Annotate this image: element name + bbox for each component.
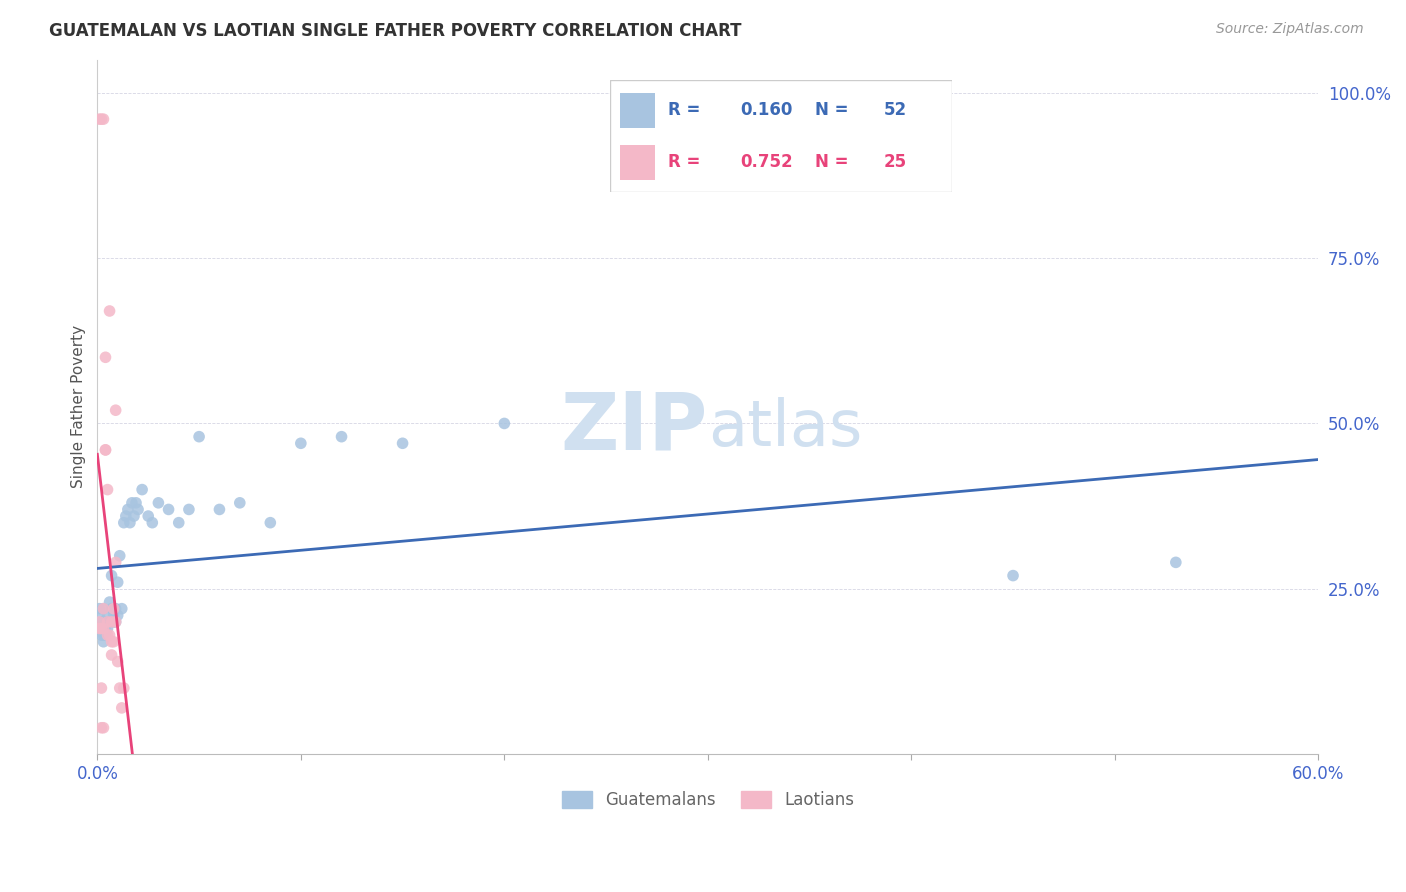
Point bbox=[90, 622, 112, 636]
Point bbox=[94, 628, 117, 642]
Legend: Guatemalans, Laotians: Guatemalans, Laotians bbox=[555, 784, 860, 815]
Point bbox=[100, 648, 122, 662]
Point bbox=[96, 608, 118, 623]
Point bbox=[290, 436, 312, 450]
Point bbox=[93, 721, 115, 735]
Point bbox=[93, 622, 115, 636]
Point bbox=[94, 351, 117, 365]
Point bbox=[89, 601, 111, 615]
Point bbox=[103, 615, 125, 629]
Point bbox=[118, 516, 141, 530]
Point bbox=[122, 509, 145, 524]
Point bbox=[93, 628, 115, 642]
Point bbox=[100, 615, 122, 629]
Point bbox=[94, 442, 117, 457]
Point bbox=[131, 483, 153, 497]
Point bbox=[167, 516, 190, 530]
Point bbox=[89, 112, 111, 127]
Point bbox=[103, 601, 125, 615]
Point bbox=[98, 304, 121, 318]
Point bbox=[93, 601, 115, 615]
Point bbox=[127, 502, 149, 516]
Point bbox=[107, 575, 129, 590]
Point bbox=[108, 681, 131, 695]
Point bbox=[93, 615, 115, 629]
Point bbox=[90, 615, 112, 629]
Point bbox=[136, 509, 159, 524]
Point bbox=[96, 622, 118, 636]
Point bbox=[93, 601, 115, 615]
Point bbox=[391, 436, 413, 450]
Point bbox=[104, 403, 127, 417]
Point bbox=[89, 615, 111, 629]
Text: Source: ZipAtlas.com: Source: ZipAtlas.com bbox=[1216, 22, 1364, 37]
Point bbox=[115, 509, 138, 524]
Point bbox=[100, 601, 122, 615]
Point bbox=[330, 430, 353, 444]
Point bbox=[89, 622, 111, 636]
Point bbox=[148, 496, 170, 510]
Point bbox=[259, 516, 281, 530]
Point bbox=[1164, 555, 1187, 569]
Point bbox=[100, 568, 122, 582]
Point bbox=[157, 502, 180, 516]
Text: atlas: atlas bbox=[707, 397, 862, 458]
Y-axis label: Single Father Poverty: Single Father Poverty bbox=[72, 326, 86, 489]
Point bbox=[90, 622, 112, 636]
Point bbox=[89, 608, 111, 623]
Point bbox=[104, 615, 127, 629]
Point bbox=[90, 112, 112, 127]
Point bbox=[98, 595, 121, 609]
Text: GUATEMALAN VS LAOTIAN SINGLE FATHER POVERTY CORRELATION CHART: GUATEMALAN VS LAOTIAN SINGLE FATHER POVE… bbox=[49, 22, 742, 40]
Point bbox=[111, 601, 134, 615]
Point bbox=[107, 608, 129, 623]
Point bbox=[141, 516, 163, 530]
Point bbox=[188, 430, 211, 444]
Point bbox=[90, 681, 112, 695]
Point bbox=[93, 634, 115, 648]
Point bbox=[90, 721, 112, 735]
Text: ZIP: ZIP bbox=[561, 389, 707, 467]
Point bbox=[93, 112, 115, 127]
Point bbox=[121, 496, 143, 510]
Point bbox=[177, 502, 200, 516]
Point bbox=[96, 615, 118, 629]
Point bbox=[90, 628, 112, 642]
Point bbox=[117, 502, 139, 516]
Point bbox=[96, 615, 118, 629]
Point bbox=[112, 516, 135, 530]
Point bbox=[111, 701, 134, 715]
Point bbox=[104, 555, 127, 569]
Point bbox=[94, 622, 117, 636]
Point bbox=[96, 628, 118, 642]
Point bbox=[103, 634, 125, 648]
Point bbox=[229, 496, 252, 510]
Point bbox=[98, 615, 121, 629]
Point bbox=[107, 655, 129, 669]
Point bbox=[208, 502, 231, 516]
Point bbox=[100, 634, 122, 648]
Point bbox=[104, 615, 127, 629]
Point bbox=[494, 417, 516, 431]
Point bbox=[98, 628, 121, 642]
Point bbox=[112, 681, 135, 695]
Point bbox=[96, 483, 118, 497]
Point bbox=[94, 615, 117, 629]
Point bbox=[108, 549, 131, 563]
Point bbox=[104, 601, 127, 615]
Point bbox=[1002, 568, 1025, 582]
Point bbox=[103, 608, 125, 623]
Point bbox=[125, 496, 148, 510]
Point bbox=[94, 442, 117, 457]
